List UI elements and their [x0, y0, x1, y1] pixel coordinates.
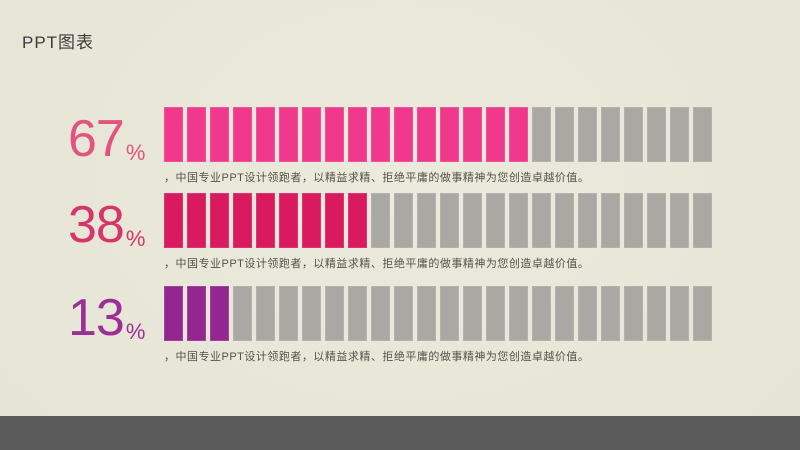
segment-empty: [601, 286, 620, 341]
segment-empty: [578, 286, 597, 341]
segment-empty: [670, 107, 689, 162]
segment-filled: [210, 107, 229, 162]
segment-filled: [233, 107, 252, 162]
segment-empty: [440, 193, 459, 248]
percent-sign: %: [125, 319, 146, 344]
segment-empty: [233, 286, 252, 341]
segment-empty: [647, 286, 666, 341]
footer-bar: [0, 416, 800, 450]
segment-filled: [302, 107, 321, 162]
segment-filled: [279, 107, 298, 162]
segment-empty: [532, 107, 551, 162]
segment-empty: [693, 193, 712, 248]
bar-row: 13 % ，中国专业PPT设计领跑者，以精益求精、拒绝平庸的做事精神为您创造卓越…: [68, 286, 748, 364]
segment-filled: [417, 107, 436, 162]
segment-empty: [348, 286, 367, 341]
segment-track: [164, 286, 748, 341]
page-title: PPT图表: [22, 33, 95, 52]
segment-empty: [578, 107, 597, 162]
segment-empty: [509, 286, 528, 341]
segment-filled: [187, 286, 206, 341]
segment-filled: [463, 107, 482, 162]
percent-sign: %: [125, 226, 146, 251]
segment-filled: [394, 107, 413, 162]
segment-filled: [371, 107, 390, 162]
segment-empty: [647, 107, 666, 162]
segment-empty: [532, 286, 551, 341]
segment-empty: [302, 286, 321, 341]
percent-number: 67: [68, 110, 125, 169]
segment-empty: [555, 107, 574, 162]
bar-row: 67 % ，中国专业PPT设计领跑者，以精益求精、拒绝平庸的做事精神为您创造卓越…: [68, 107, 748, 185]
segment-track: [164, 107, 748, 162]
bar-row: 38 % ，中国专业PPT设计领跑者，以精益求精、拒绝平庸的做事精神为您创造卓越…: [68, 193, 748, 271]
percent-sign: %: [125, 140, 146, 165]
segment-empty: [555, 193, 574, 248]
segment-empty: [624, 286, 643, 341]
segment-empty: [440, 286, 459, 341]
percent-number: 38: [68, 196, 125, 255]
segment-filled: [164, 286, 183, 341]
segment-filled: [256, 107, 275, 162]
segment-filled: [302, 193, 321, 248]
segment-empty: [325, 286, 344, 341]
segment-empty: [486, 193, 505, 248]
segment-empty: [509, 193, 528, 248]
bar-area: ，中国专业PPT设计领跑者，以精益求精、拒绝平庸的做事精神为您创造卓越价值。: [164, 193, 748, 271]
segment-empty: [486, 286, 505, 341]
segment-empty: [693, 107, 712, 162]
segment-filled: [440, 107, 459, 162]
segment-filled: [164, 107, 183, 162]
segment-filled: [233, 193, 252, 248]
segment-empty: [647, 193, 666, 248]
segment-filled: [256, 193, 275, 248]
segment-empty: [624, 193, 643, 248]
segment-filled: [210, 286, 229, 341]
segment-filled: [325, 193, 344, 248]
segment-empty: [279, 286, 298, 341]
segment-filled: [325, 107, 344, 162]
segment-filled: [348, 107, 367, 162]
segment-empty: [670, 193, 689, 248]
segment-empty: [463, 193, 482, 248]
segment-filled: [187, 193, 206, 248]
percent-value: 38 %: [68, 193, 164, 255]
bar-area: ，中国专业PPT设计领跑者，以精益求精、拒绝平庸的做事精神为您创造卓越价值。: [164, 286, 748, 364]
segment-empty: [394, 193, 413, 248]
segment-filled: [509, 107, 528, 162]
segment-empty: [394, 286, 413, 341]
segment-empty: [463, 286, 482, 341]
segment-empty: [555, 286, 574, 341]
segment-empty: [578, 193, 597, 248]
row-caption: ，中国专业PPT设计领跑者，以精益求精、拒绝平庸的做事精神为您创造卓越价值。: [164, 351, 590, 363]
segment-empty: [532, 193, 551, 248]
segment-filled: [486, 107, 505, 162]
segment-empty: [601, 107, 620, 162]
segment-empty: [417, 286, 436, 341]
percent-value: 13 %: [68, 286, 164, 348]
segment-empty: [670, 286, 689, 341]
segment-filled: [164, 193, 183, 248]
percent-value: 67 %: [68, 107, 164, 169]
segment-empty: [601, 193, 620, 248]
segment-track: [164, 193, 748, 248]
segment-filled: [210, 193, 229, 248]
row-caption: ，中国专业PPT设计领跑者，以精益求精、拒绝平庸的做事精神为您创造卓越价值。: [164, 172, 590, 184]
segment-empty: [256, 286, 275, 341]
segment-empty: [371, 286, 390, 341]
segment-empty: [624, 107, 643, 162]
percent-number: 13: [68, 289, 125, 348]
segment-filled: [348, 193, 367, 248]
row-caption: ，中国专业PPT设计领跑者，以精益求精、拒绝平庸的做事精神为您创造卓越价值。: [164, 258, 590, 270]
bar-area: ，中国专业PPT设计领跑者，以精益求精、拒绝平庸的做事精神为您创造卓越价值。: [164, 107, 748, 185]
segment-empty: [371, 193, 390, 248]
segment-filled: [187, 107, 206, 162]
segment-filled: [279, 193, 298, 248]
segment-empty: [417, 193, 436, 248]
segment-empty: [693, 286, 712, 341]
